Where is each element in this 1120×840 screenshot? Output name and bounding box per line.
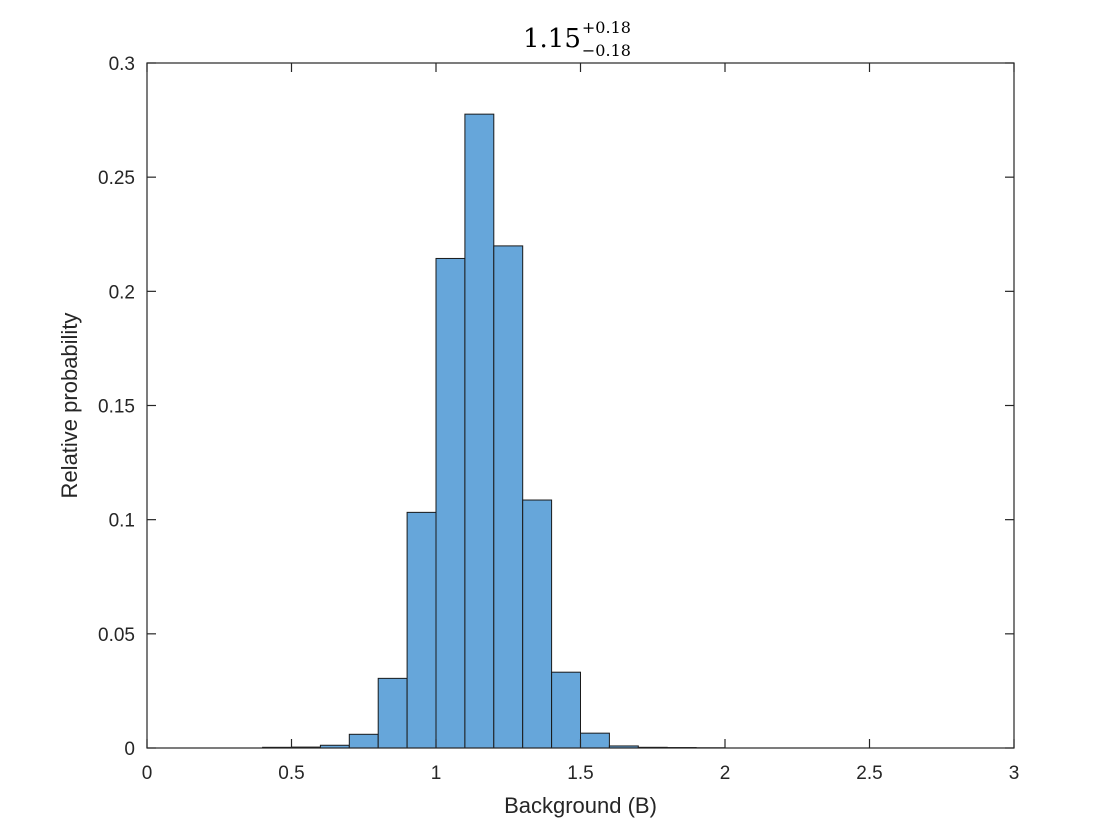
y-tick-label: 0.2 <box>109 282 135 303</box>
y-tick-label: 0.1 <box>109 511 135 532</box>
x-tick-label: 0 <box>142 763 153 784</box>
x-tick-label: 1.5 <box>567 763 593 784</box>
histogram-bar <box>348 733 379 749</box>
histogram-bar <box>464 113 495 749</box>
x-tick-label: 2 <box>720 763 731 784</box>
y-tick-label: 0.05 <box>98 625 135 646</box>
histogram-bar <box>435 257 466 749</box>
histogram-bar <box>493 245 524 749</box>
y-tick-label: 0 <box>124 739 135 760</box>
histogram-bar <box>377 677 408 749</box>
title-upper-error: +0.18 <box>582 18 631 37</box>
x-tick-label: 0.5 <box>278 763 304 784</box>
y-axis-label: Relative probability <box>57 313 82 499</box>
chart-title: 1.15 +0.18 −0.18 <box>523 18 631 60</box>
x-tick-label: 3 <box>1009 763 1020 784</box>
title-base-value: 1.15 <box>523 24 581 54</box>
y-tick-label: 0.15 <box>98 397 135 418</box>
x-axis-ticks: 0 0.5 1 1.5 2 2.5 3 <box>142 63 1020 784</box>
histogram-bar <box>551 671 581 749</box>
axes-box <box>146 62 1015 749</box>
x-tick-label: 1 <box>431 763 442 784</box>
histogram-bar <box>406 511 437 749</box>
y-tick-label: 0.3 <box>109 54 135 75</box>
y-tick-label: 0.25 <box>98 168 135 189</box>
histogram-bar <box>522 499 553 749</box>
x-axis-label: Background (B) <box>504 793 657 818</box>
bars-group <box>262 113 726 749</box>
histogram-bar <box>580 732 610 749</box>
title-lower-error: −0.18 <box>582 41 631 60</box>
y-axis-ticks: 0 0.05 0.1 0.15 0.2 0.25 0.3 <box>98 54 1014 760</box>
x-tick-label: 2.5 <box>856 763 882 784</box>
